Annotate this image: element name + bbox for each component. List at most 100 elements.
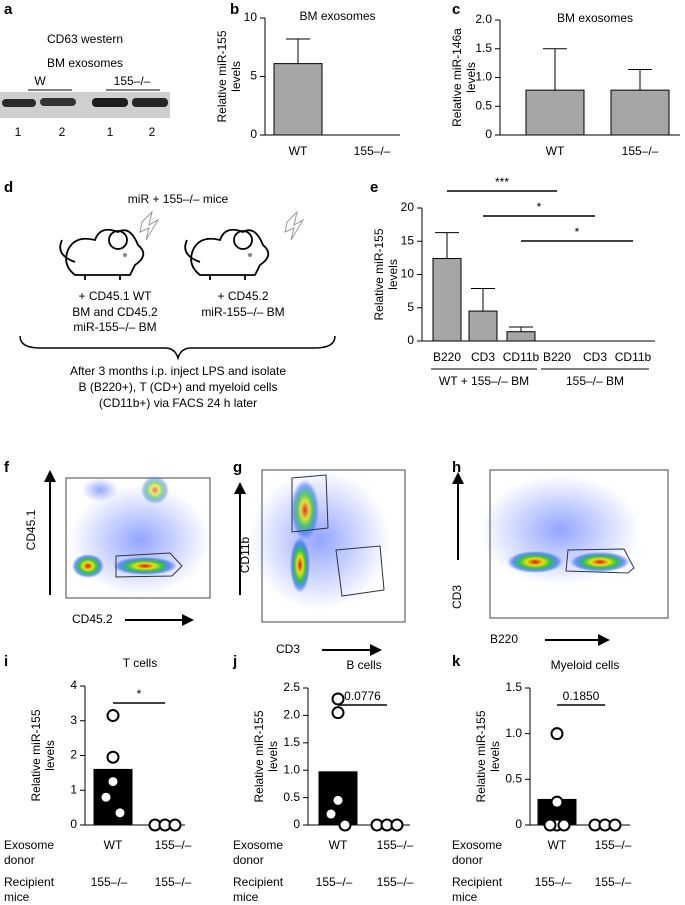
diagram-text: miR-155–/– BM (201, 305, 284, 319)
panel-letter: b (230, 1, 239, 18)
row-label: mice (452, 890, 478, 904)
row-label: donor (233, 853, 264, 867)
chart-title: T cells (123, 656, 157, 670)
y-axis-label: levels (464, 62, 478, 93)
donor-label: 155–/– (377, 838, 414, 852)
y-tick-label: 0 (485, 127, 492, 141)
diagram-text: After 3 months i.p. inject LPS and isola… (70, 364, 286, 378)
y-tick-label: 0 (293, 817, 300, 831)
data-point (106, 709, 120, 723)
axis-label: B220 (490, 632, 518, 646)
blot-title: CD63 western (47, 32, 123, 46)
data-point (324, 807, 338, 821)
y-tick-label: 1.0 (475, 70, 492, 84)
recipient-label: 155–/– (91, 875, 128, 889)
recipient-label: 155–/– (316, 875, 353, 889)
x-tick-label: B220 (433, 350, 461, 364)
y-axis-label: levels (43, 740, 57, 771)
panel-letter: g (233, 459, 242, 476)
significance-label: *** (495, 175, 509, 189)
axis-label: CD11b (238, 536, 252, 573)
donor-label: WT (104, 838, 123, 852)
data-point (331, 793, 345, 807)
data-point (608, 818, 622, 832)
significance-label: 0.0776 (344, 689, 381, 703)
recipient-label: 155–/– (377, 875, 414, 889)
data-point (106, 775, 120, 789)
mouse-icon (184, 228, 270, 280)
y-tick-label: 15 (401, 233, 415, 247)
row-label: Exosome (233, 838, 283, 852)
y-tick-label: 0 (70, 817, 77, 831)
band (132, 98, 168, 107)
diagram-title: miR + 155–/– mice (128, 192, 229, 206)
lane-label: 1 (15, 125, 22, 139)
y-tick-label: 0.5 (475, 98, 492, 112)
y-tick-label: 1.0 (283, 762, 300, 776)
blot-group: 155–/– (114, 74, 151, 88)
y-tick-label: 0.5 (505, 772, 522, 786)
group-label: WT + 155–/– BM (439, 374, 529, 388)
y-tick-label: 2.0 (283, 708, 300, 722)
recipient-label: 155–/– (595, 875, 632, 889)
diagram-text: + CD45.2 (217, 289, 268, 303)
axis-label: CD3 (450, 585, 464, 609)
significance-label: * (537, 200, 542, 214)
x-tick-label: CD11b (615, 350, 652, 364)
x-tick-label: CD3 (583, 350, 607, 364)
bar (506, 331, 536, 342)
donor-label: 155–/– (155, 838, 192, 852)
bar (273, 63, 323, 136)
diagram-text: miR-155–/– BM (73, 320, 156, 334)
data-point (331, 706, 345, 720)
flow-plot (234, 469, 406, 656)
y-axis-label: levels (266, 741, 280, 772)
y-axis-label: Relative miR-155 (215, 30, 229, 122)
data-point (106, 750, 120, 764)
flow-plot (44, 470, 211, 626)
blot-subtitle: BM exosomes (47, 56, 123, 70)
diagram-text: BM and CD45.2 (72, 305, 158, 319)
row-label: mice (4, 890, 30, 904)
y-tick-label: 5 (250, 69, 257, 83)
data-point (113, 806, 127, 820)
bolt-icon (284, 210, 305, 241)
x-tick-label: B220 (543, 350, 571, 364)
row-label: donor (4, 853, 35, 867)
data-point (550, 795, 564, 809)
y-tick-label: 5 (407, 300, 414, 314)
x-tick-label: WT (289, 144, 308, 158)
x-tick-label: CD11b (503, 350, 540, 364)
data-point (543, 818, 557, 832)
y-axis-label: levels (229, 61, 243, 92)
donor-label: WT (329, 838, 348, 852)
y-tick-label: 0 (407, 333, 414, 347)
data-point (99, 790, 113, 804)
recipient-label: 155–/– (155, 875, 192, 889)
axis-label: CD45.2 (72, 612, 113, 626)
donor-label: 155–/– (595, 838, 632, 852)
data-point (331, 692, 345, 706)
y-tick-label: 3 (70, 713, 77, 727)
y-axis-label: Relative miR-155 (474, 710, 488, 802)
bar (525, 89, 585, 136)
lane-label: 2 (59, 125, 66, 139)
chart-title: BM exosomes (557, 11, 633, 25)
axis-label: CD3 (276, 642, 300, 656)
panel-letter: k (452, 653, 461, 670)
y-axis-label: Relative miR-155 (29, 709, 43, 801)
row-label: Recipient (233, 875, 284, 889)
band (92, 98, 128, 107)
x-tick-label: 155–/– (622, 144, 659, 158)
panel-letter: f (4, 459, 10, 476)
row-label: mice (233, 890, 259, 904)
y-axis-label: Relative miR-155 (372, 228, 386, 320)
row-label: donor (452, 853, 483, 867)
data-point (557, 818, 571, 832)
panel-letter: a (4, 1, 13, 18)
y-tick-label: 2.5 (283, 680, 300, 694)
y-tick-label: 1.5 (283, 735, 300, 749)
y-axis-label: levels (386, 259, 400, 290)
y-tick-label: 1.5 (475, 41, 492, 55)
